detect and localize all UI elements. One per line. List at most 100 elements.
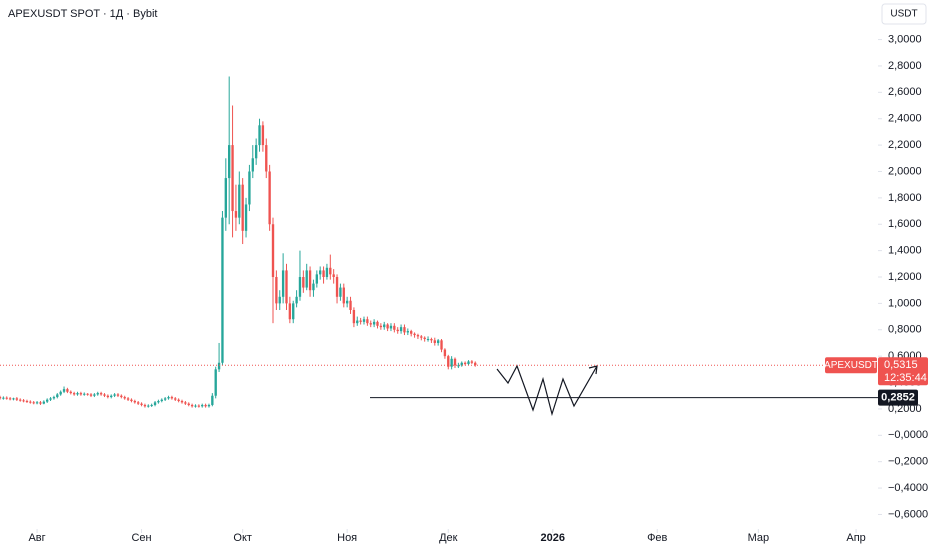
candle-body	[430, 339, 433, 341]
candle-body	[386, 324, 389, 329]
candle-body	[379, 325, 383, 328]
candle-body	[433, 340, 436, 343]
x-tick-label: Апр	[846, 532, 865, 544]
candle-body	[241, 184, 244, 231]
candle-body	[339, 287, 342, 297]
candle-body	[369, 323, 372, 325]
candle-body	[345, 300, 349, 304]
candle-body	[184, 402, 187, 404]
candle-body	[319, 270, 322, 275]
y-tick-label: 1,4000	[888, 245, 922, 257]
candle-body	[133, 401, 136, 403]
candle-body	[52, 397, 56, 399]
candle-body	[261, 125, 265, 146]
candle-body	[463, 362, 467, 365]
currency-button[interactable]	[881, 3, 927, 25]
drawing-zigzag	[496, 364, 598, 417]
candle-body	[167, 397, 170, 399]
candle-body	[399, 327, 403, 332]
candle-body	[194, 405, 197, 407]
candle-body	[211, 395, 214, 405]
candle-body	[443, 349, 447, 357]
candle-body	[278, 296, 281, 304]
chart-title: APEXUSDT SPOT · 1Д · Bybit	[8, 8, 157, 20]
x-tick-label: Авг	[28, 532, 45, 544]
candle-body	[265, 145, 268, 172]
candle-body	[403, 327, 406, 333]
candle-body	[450, 358, 453, 367]
candle-body	[72, 393, 76, 395]
candle-body	[5, 397, 8, 399]
y-tick-label: 2,0000	[888, 165, 922, 177]
y-tick-label: 2,4000	[888, 113, 922, 125]
candle-body	[426, 339, 430, 341]
candle-body	[153, 402, 157, 405]
y-tick-label: 0,8000	[888, 324, 922, 336]
x-tick-label: Окт	[233, 532, 252, 544]
x-tick-label: Сен	[131, 532, 151, 544]
candle-body	[163, 398, 167, 400]
symbol-badge	[825, 357, 877, 374]
candle-body	[416, 335, 420, 337]
candle-body	[420, 336, 423, 338]
candle-body	[29, 401, 32, 403]
candle-body	[396, 329, 399, 332]
candle-body	[349, 300, 352, 310]
candle-body	[39, 402, 42, 404]
y-tick-label: −0,0000	[888, 429, 928, 441]
y-tick-label: 1,2000	[888, 271, 922, 283]
candle-body	[234, 211, 238, 218]
candle-body	[271, 224, 275, 278]
candle-body	[2, 397, 5, 399]
x-tick-label: 2026	[541, 532, 565, 544]
candle-body	[89, 394, 93, 396]
y-tick-label: −0,2000	[888, 456, 928, 468]
candle-body	[0, 397, 2, 399]
candle-body	[413, 333, 416, 336]
y-tick-label: −0,6000	[888, 508, 928, 520]
candle-body	[106, 395, 110, 398]
candle-body	[83, 393, 86, 395]
candle-body	[335, 277, 339, 297]
candle-body	[228, 145, 231, 179]
candle-body	[366, 319, 369, 324]
candle-body	[49, 398, 52, 400]
candle-body	[126, 398, 130, 400]
candle-body	[22, 400, 25, 402]
x-tick-label: Фев	[647, 532, 667, 544]
candle-body	[204, 404, 207, 407]
candle-body	[15, 398, 19, 400]
candle-body	[79, 393, 83, 395]
candle-body	[46, 399, 49, 402]
candle-body	[312, 283, 315, 291]
candle-body	[258, 125, 261, 146]
candle-body	[305, 270, 308, 288]
candle-body	[99, 393, 103, 395]
candle-body	[66, 389, 69, 392]
candle-body	[170, 397, 174, 399]
candle-body	[389, 325, 393, 329]
candle-body	[12, 398, 15, 400]
candle-body	[157, 401, 160, 403]
y-tick-label: 3,0000	[888, 33, 922, 45]
candle-body	[35, 402, 39, 404]
candle-body	[231, 145, 234, 212]
candle-body	[251, 158, 254, 172]
candle-body	[356, 320, 359, 324]
candle-body	[217, 362, 221, 370]
arrow-head	[588, 365, 598, 375]
y-tick-label: 2,6000	[888, 86, 922, 98]
candle-body	[244, 204, 248, 231]
candle-body	[322, 270, 325, 278]
candle-body	[59, 391, 62, 395]
candle-body	[123, 397, 126, 399]
candle-body	[76, 393, 79, 395]
candle-body	[410, 331, 413, 334]
symbol-label: APEXUSDT	[824, 360, 878, 371]
candle-body	[308, 270, 312, 291]
candle-body	[137, 402, 140, 404]
candle-body	[436, 340, 440, 343]
candle-body	[362, 319, 366, 322]
currency-label[interactable]: USDT	[890, 9, 917, 20]
